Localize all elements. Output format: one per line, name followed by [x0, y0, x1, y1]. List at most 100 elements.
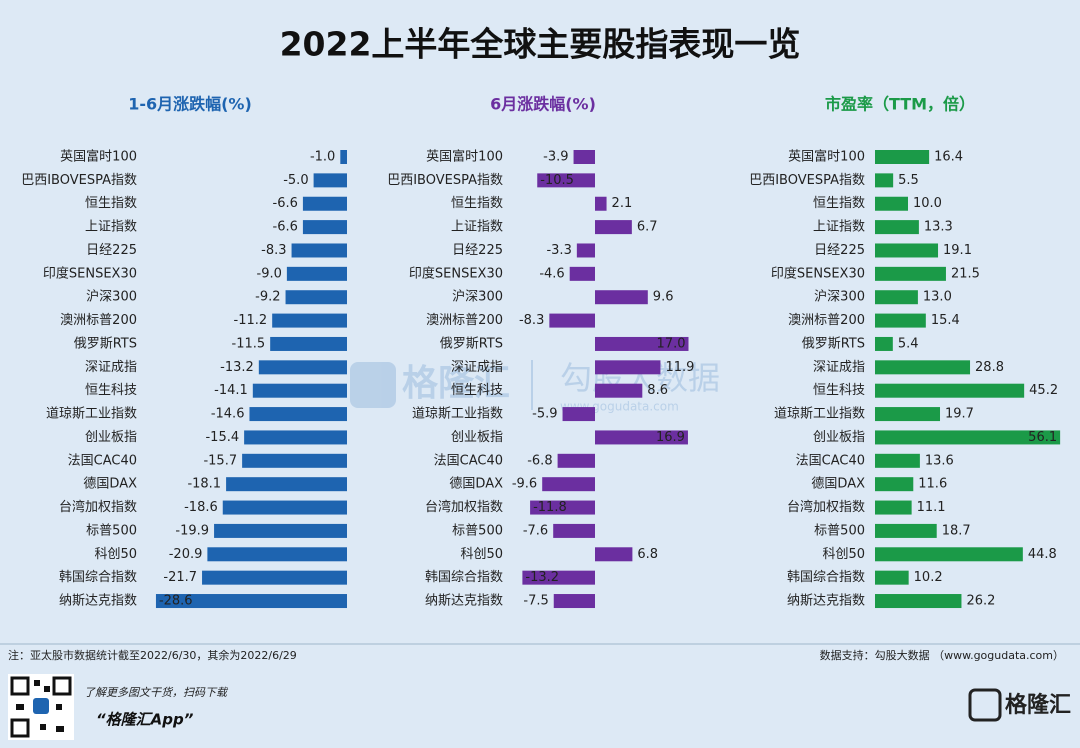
app-name: “格隆汇App”: [96, 711, 194, 729]
bar: [875, 290, 918, 305]
category-label: 日经225: [86, 243, 137, 258]
value-label: 13.3: [924, 220, 953, 235]
bar: [875, 453, 920, 468]
value-label: -3.3: [546, 243, 571, 258]
bar: [875, 547, 1023, 562]
category-label: 上证指数: [85, 220, 137, 235]
value-label: 13.6: [925, 453, 954, 468]
bar: [286, 266, 347, 281]
logo-text: 格隆汇: [1005, 692, 1071, 718]
category-label: 俄罗斯RTS: [74, 336, 137, 351]
bar: [252, 383, 347, 398]
value-label: -9.6: [512, 477, 537, 492]
value-label: -9.2: [255, 290, 280, 305]
category-label: 沪深300: [86, 289, 137, 305]
bar: [573, 150, 595, 164]
qr-finder: [10, 676, 30, 696]
value-label: -7.6: [523, 523, 548, 538]
watermark-icon: [350, 362, 396, 408]
bar: [244, 430, 347, 445]
category-label: 标普500: [452, 523, 503, 538]
bar: [302, 220, 347, 235]
bar: [537, 173, 595, 188]
bar: [875, 570, 909, 585]
category-label: 澳洲标普200: [60, 312, 137, 328]
category-label: 英国富时100: [60, 149, 137, 165]
value-label: -20.9: [169, 547, 203, 562]
category-label: 沪深300: [452, 289, 503, 305]
value-label: 10.2: [914, 570, 943, 585]
category-label: 恒生指数: [451, 196, 503, 211]
category-label: 纳斯达克指数: [787, 594, 865, 609]
page-title: 2022上半年全球主要股指表现一览: [280, 25, 801, 64]
value-label: -1.0: [310, 150, 335, 165]
category-label: 道琼斯工业指数: [46, 407, 137, 422]
bar: [875, 173, 894, 188]
bar: [530, 500, 595, 515]
bar: [522, 570, 595, 585]
value-label: -6.6: [273, 196, 298, 211]
bar: [875, 500, 912, 515]
category-label: 法国CAC40: [68, 453, 137, 468]
value-label: 26.2: [966, 594, 995, 609]
bar: [875, 360, 971, 375]
value-label: 5.5: [898, 173, 919, 188]
category-label: 纳斯达克指数: [425, 594, 503, 609]
value-label: 11.6: [918, 477, 947, 492]
category-label: 印度SENSEX30: [771, 265, 865, 281]
category-label: 深证成指: [85, 360, 137, 375]
category-label: 英国富时100: [426, 149, 503, 165]
category-label: 巴西IBOVESPA指数: [749, 173, 865, 188]
bar: [226, 477, 347, 492]
bar: [542, 477, 595, 492]
bar: [313, 173, 347, 188]
category-label: 法国CAC40: [434, 453, 503, 468]
category-label: 纳斯达克指数: [59, 594, 137, 609]
qr-finder: [10, 718, 30, 738]
bar: [202, 570, 347, 585]
value-label: -10.5: [540, 173, 574, 188]
value-label: 5.4: [898, 336, 919, 351]
value-label: 28.8: [975, 360, 1004, 375]
category-label: 英国富时100: [788, 149, 865, 165]
category-label: 道琼斯工业指数: [412, 407, 503, 422]
qr-dot: [56, 704, 62, 710]
bar: [875, 243, 939, 258]
category-label: 台湾加权指数: [787, 499, 865, 515]
value-label: 11.1: [917, 500, 946, 515]
value-label: 6.7: [637, 220, 658, 235]
bar: [875, 594, 962, 609]
bar: [214, 523, 347, 538]
value-label: -6.6: [273, 220, 298, 235]
value-label: 19.1: [943, 243, 972, 258]
bar: [875, 407, 941, 422]
category-label: 上证指数: [451, 220, 503, 235]
bar: [595, 336, 689, 351]
value-label: -13.2: [525, 570, 559, 585]
category-label: 科创50: [822, 547, 865, 562]
bar: [595, 360, 661, 375]
bar: [875, 313, 926, 328]
category-label: 深证成指: [451, 360, 503, 375]
category-label: 标普500: [814, 523, 865, 538]
value-label: -11.2: [234, 313, 268, 328]
category-label: 俄罗斯RTS: [440, 336, 503, 351]
qr-logo: [33, 698, 49, 714]
value-label: 21.5: [951, 266, 980, 281]
qr-dot: [44, 686, 50, 692]
value-label: -6.8: [527, 453, 552, 468]
qr-dot: [40, 724, 46, 730]
qr-finder: [52, 676, 72, 696]
value-label: 11.9: [665, 360, 694, 375]
category-label: 台湾加权指数: [425, 499, 503, 515]
value-label: -5.9: [532, 407, 557, 422]
bar: [249, 407, 347, 422]
qr-dot: [34, 680, 40, 686]
category-label: 沪深300: [814, 289, 865, 305]
value-label: 2.1: [612, 196, 633, 211]
value-label: 8.6: [647, 383, 668, 398]
category-label: 科创50: [94, 547, 137, 562]
bar: [553, 594, 595, 609]
value-label: -21.7: [163, 570, 197, 585]
category-label: 道琼斯工业指数: [774, 407, 865, 422]
